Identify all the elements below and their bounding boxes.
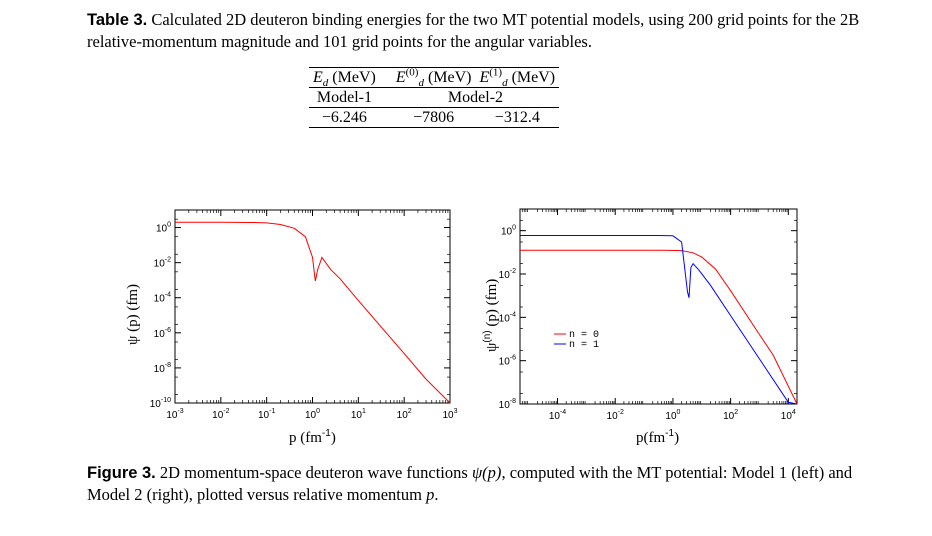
left-xlabel: p (fm-1) [289,428,336,446]
x-tick-label: 104 [781,409,796,422]
x-tick-label: 102 [723,409,738,422]
legend-label-n0: n = 0 [569,330,599,341]
y-tick-label: 100 [156,222,171,235]
value-ed0: −7806 [413,109,455,126]
x-tick-label: 103 [442,408,457,421]
x-tick-label: 10-1 [258,408,275,421]
figure-caption-3: . [434,485,439,504]
model-2-label: Model-2 [447,89,504,106]
left-ylabel: ψ (p) (fm) [125,284,141,345]
x-tick-label: 101 [351,408,366,421]
binding-energy-table: Ed (MeV) E(0)d (MeV) E(1)d (MeV) Model-1… [309,66,560,128]
header-ed: Ed (MeV) [313,69,376,90]
y-tick-label: 100 [501,225,516,238]
x-tick-label: 10-4 [549,409,566,422]
header-ed0: E(0)d (MeV) [395,66,472,90]
x-tick-label: 10-3 [166,408,183,421]
y-tick-label: 10-8 [499,398,516,411]
y-tick-label: 10-6 [499,355,516,368]
value-ed1: −312.4 [494,109,540,126]
figure-caption-psi: ψ(p) [471,463,502,482]
value-ed: −6.246 [321,109,367,126]
left-plot: 10-3 10-2 10-1 100 101 102 103 10-10 10-8 10-6 10-… [125,209,458,446]
y-tick-label: 10-2 [499,268,516,281]
figure-caption-p: p [426,485,435,504]
y-tick-label: 10-6 [154,327,171,340]
right-plot-frame [519,208,798,405]
right-plot: 10-4 10-2 100 102 104 10-8 10-6 10-4 10-2 100 n =… [482,208,798,446]
y-tick-label: 10-4 [154,292,171,305]
x-tick-label: 10-2 [607,409,624,422]
figure-caption-1: 2D momentum-space deuteron wave function… [159,463,472,482]
figure-caption-2: , computed with the MT potential: Model … [87,463,853,504]
table-caption: Table 3. Calculated 2D deuteron binding … [87,9,887,52]
model-1-label: Model-1 [316,89,372,106]
right-ticks: 10-4 10-2 100 102 104 10-8 10-6 10-4 10-2 100 [499,209,797,422]
right-xlabel: p(fm-1) [636,428,679,446]
y-tick-label: 10-10 [150,397,171,410]
x-tick-label: 10-2 [212,408,229,421]
right-ylabel: ψ(n) (p) (fm) [482,279,500,352]
x-tick-label: 100 [305,408,320,421]
x-tick-label: 102 [397,408,412,421]
table-caption-text: Calculated 2D deuteron binding energies … [87,10,860,51]
y-tick-label: 10-4 [499,311,516,324]
figure-caption: Figure 3. 2D momentum-space deuteron wav… [87,462,887,505]
header-ed1: E(1)d (MeV) [479,66,556,90]
left-ticks: 10-3 10-2 10-1 100 101 102 103 10-10 10-8 10-6 10-… [150,210,458,421]
table-label: Table 3. [87,11,148,29]
right-curve-n0 [520,249,798,405]
y-tick-label: 10-2 [154,257,171,270]
left-plot-frame [174,209,451,404]
x-tick-label: 100 [665,409,680,422]
left-curve-model-1 [175,221,451,404]
legend-label-n1: n = 1 [569,340,599,351]
y-tick-label: 10-8 [154,362,171,375]
right-curve-n1 [520,235,798,405]
right-legend: n = 0 n = 1 [554,330,599,351]
figure-label: Figure 3. [87,464,156,482]
